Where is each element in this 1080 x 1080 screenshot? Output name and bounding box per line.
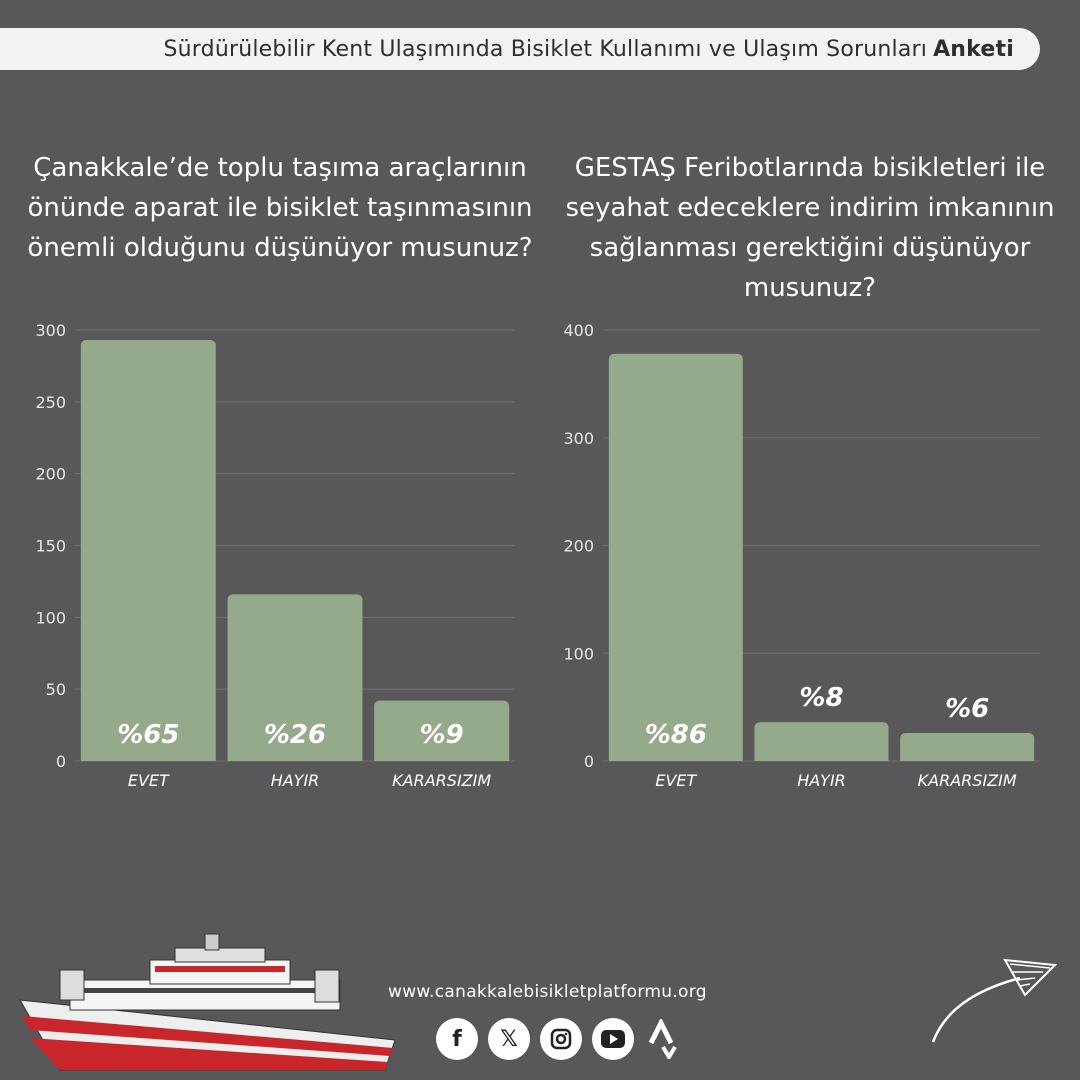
social-links: f 𝕏 [436, 1018, 682, 1060]
y-tick-label: 150 [35, 537, 66, 556]
data-label: %65 [117, 720, 179, 750]
data-label: %26 [264, 720, 326, 750]
x-tick-label: KARARSIZIM [392, 771, 491, 790]
question-2: GESTAŞ Feribotlarında bisikletleri ile s… [565, 153, 1055, 303]
facebook-icon[interactable]: f [436, 1018, 478, 1060]
data-label: %8 [799, 683, 843, 713]
x-tick-label: EVET [128, 771, 170, 790]
instagram-icon[interactable] [540, 1018, 582, 1060]
y-tick-label: 100 [35, 608, 66, 627]
data-label: %6 [945, 694, 989, 724]
data-label: %86 [645, 720, 707, 750]
y-tick-label: 50 [46, 680, 66, 699]
y-tick-label: 250 [35, 393, 66, 412]
y-tick-label: 300 [35, 321, 66, 340]
chart-2: 0 100 200 300 400 EVET %86 HAYIR %8 KARARSIZIM %6 [563, 321, 1040, 790]
strava-icon[interactable] [644, 1018, 682, 1060]
ferry-illustration [19, 933, 396, 1071]
header-bar: Sürdürülebilir Kent Ulaşımında Bisiklet … [0, 28, 1040, 70]
chart-1: 0 50 100 150 200 250 300 EVET %65 HAYIR %26 KARARSI… [35, 321, 515, 790]
bar [374, 700, 510, 761]
y-tick-label: 200 [35, 465, 66, 484]
bar [80, 340, 216, 761]
x-icon[interactable]: 𝕏 [488, 1018, 530, 1060]
question-1: Çanakkale’de toplu taşıma araçlarının ön… [27, 153, 533, 263]
y-tick-label: 0 [56, 752, 66, 771]
bar [754, 722, 889, 761]
youtube-icon[interactable] [592, 1018, 634, 1060]
x-tick-label: HAYIR [271, 771, 320, 790]
title-bold: Anketi [933, 36, 1014, 62]
y-tick-label: 0 [584, 752, 594, 771]
arrow-doodle-icon [931, 958, 1058, 1043]
y-tick-label: 200 [563, 537, 594, 556]
x-tick-label: KARARSIZIM [918, 771, 1017, 790]
website-link[interactable]: www.canakkalebisikletplatformu.org [388, 982, 707, 1002]
y-tick-label: 300 [563, 429, 594, 448]
x-tick-label: HAYIR [797, 771, 846, 790]
bar [900, 732, 1035, 761]
title-main: Sürdürülebilir Kent Ulaşımında Bisiklet … [163, 36, 928, 62]
bar [608, 353, 743, 761]
x-tick-label: EVET [655, 771, 697, 790]
bar [227, 594, 363, 761]
data-label: %9 [420, 720, 464, 750]
page-title: Sürdürülebilir Kent Ulaşımında Bisiklet … [163, 37, 1014, 62]
y-tick-label: 100 [563, 644, 594, 663]
y-tick-label: 400 [563, 321, 594, 340]
